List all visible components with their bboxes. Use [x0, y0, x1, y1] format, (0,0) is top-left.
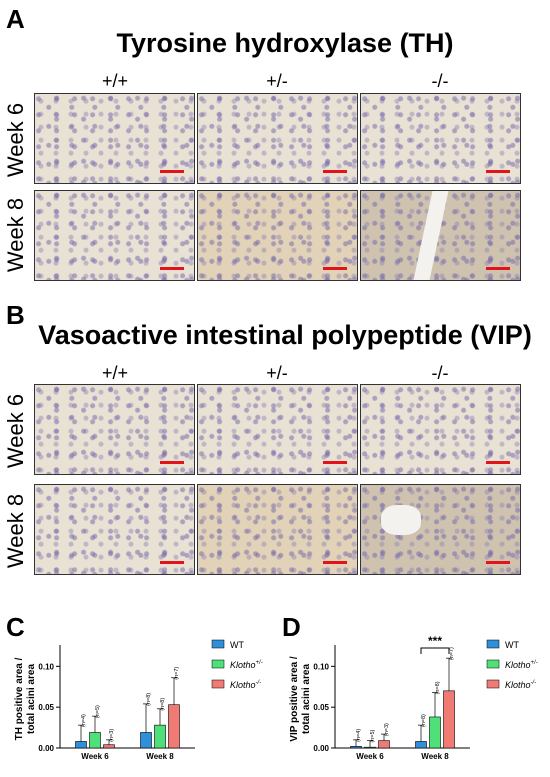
- micrograph-a-week6-ko: [360, 93, 521, 184]
- bar: [140, 732, 152, 749]
- column-label-wt: +/+: [101, 363, 129, 383]
- micrograph-a-week8-het: [197, 190, 358, 281]
- bar: [89, 732, 101, 749]
- y-axis-label: VIP positive area /total acini area: [289, 656, 312, 742]
- n-label: (n=3): [109, 729, 115, 742]
- row-label-week8-b: Week 8: [3, 493, 28, 569]
- scale-bar: [486, 561, 510, 564]
- bar: [103, 744, 115, 749]
- bar: [168, 704, 180, 749]
- x-tick-label: Week 8: [421, 752, 449, 761]
- panel-letter-d: D: [282, 612, 301, 642]
- micrograph-b-week6-ko: [360, 384, 521, 475]
- scale-bar: [486, 267, 510, 270]
- bar: [75, 741, 87, 749]
- scale-bar: [160, 461, 184, 464]
- bar: [154, 724, 166, 749]
- bar: [378, 740, 390, 749]
- panel-letter-b: B: [6, 300, 25, 330]
- n-label: (n=4): [356, 729, 362, 742]
- tissue-gap: [413, 191, 449, 280]
- micrograph-a-week8-ko: [360, 190, 521, 281]
- n-label: (n=5): [370, 729, 376, 742]
- legend-swatch: [486, 659, 500, 669]
- n-label: (n=8): [435, 681, 441, 694]
- column-label-ko: -/-: [431, 363, 449, 383]
- n-label: (n=7): [449, 647, 455, 660]
- legend-swatch: [211, 659, 225, 669]
- x-tick-label: Week 6: [356, 752, 384, 761]
- micrograph-b-week6-het: [197, 384, 358, 475]
- legend-label: Klotho-/-: [230, 680, 261, 690]
- legend-label: WT: [230, 640, 244, 650]
- legend-label: Klotho+/-: [505, 660, 538, 670]
- n-label: (n=8): [160, 698, 166, 711]
- panel-a-title: Tyrosine hydroxylase (TH): [116, 28, 454, 58]
- bar: [350, 746, 362, 749]
- legend-label: Klotho+/-: [230, 660, 263, 670]
- y-axis-label: TH positive area /total acini area: [14, 657, 37, 740]
- column-label-het: +/-: [266, 363, 288, 383]
- x-tick-label: Week 8: [146, 752, 174, 761]
- panel-letter-a: A: [6, 4, 25, 34]
- bar: [443, 690, 455, 749]
- n-label: (n=4): [81, 714, 87, 727]
- column-label-het: +/-: [266, 71, 288, 91]
- y-tick-label: 0.05: [38, 703, 54, 712]
- row-label-week6-a: Week 6: [3, 102, 28, 178]
- n-label: (n=8): [421, 714, 427, 727]
- x-tick-label: Week 6: [81, 752, 109, 761]
- column-label-wt: +/+: [101, 71, 129, 91]
- significance-bracket: [420, 647, 450, 654]
- y-tick-label: 0.00: [313, 744, 329, 753]
- micrograph-b-week8-wt: [34, 484, 195, 575]
- scale-bar: [486, 461, 510, 464]
- y-tick-label: 0.10: [38, 662, 54, 671]
- scale-bar: [323, 461, 347, 464]
- bar: [415, 741, 427, 749]
- legend-label: Klotho-/-: [505, 680, 536, 690]
- legend-swatch: [486, 639, 500, 649]
- legend-swatch: [486, 679, 500, 689]
- legend-swatch: [211, 679, 225, 689]
- y-tick-label: 0.05: [313, 703, 329, 712]
- bar: [364, 746, 376, 749]
- scale-bar: [160, 267, 184, 270]
- row-label-week6-b: Week 6: [3, 393, 28, 469]
- scale-bar: [160, 561, 184, 564]
- significance-label: ***: [428, 634, 442, 648]
- row-label-week8-a: Week 8: [3, 197, 28, 273]
- column-label-ko: -/-: [431, 71, 449, 91]
- micrograph-a-week6-wt: [34, 93, 195, 184]
- scale-bar: [160, 170, 184, 173]
- scale-bar: [323, 170, 347, 173]
- n-label: (n=8): [146, 693, 152, 706]
- panel-b-title: Vasoactive intestinal polypeptide (VIP): [38, 320, 532, 350]
- legend-swatch: [211, 639, 225, 649]
- micrograph-b-week8-het: [197, 484, 358, 575]
- legend-label: WT: [505, 640, 519, 650]
- n-label: (n=7): [174, 667, 180, 680]
- micrograph-a-week6-het: [197, 93, 358, 184]
- panel-letter-c: C: [6, 612, 25, 642]
- scale-bar: [323, 267, 347, 270]
- micrograph-b-week6-wt: [34, 384, 195, 475]
- y-tick-label: 0.10: [313, 662, 329, 671]
- tissue-gap: [381, 505, 421, 535]
- n-label: (n=3): [384, 723, 390, 736]
- n-label: (n=5): [95, 705, 101, 718]
- micrograph-a-week8-wt: [34, 190, 195, 281]
- y-tick-label: 0.00: [38, 744, 54, 753]
- bar: [429, 716, 441, 749]
- scale-bar: [323, 561, 347, 564]
- scale-bar: [486, 170, 510, 173]
- micrograph-b-week8-ko: [360, 484, 521, 575]
